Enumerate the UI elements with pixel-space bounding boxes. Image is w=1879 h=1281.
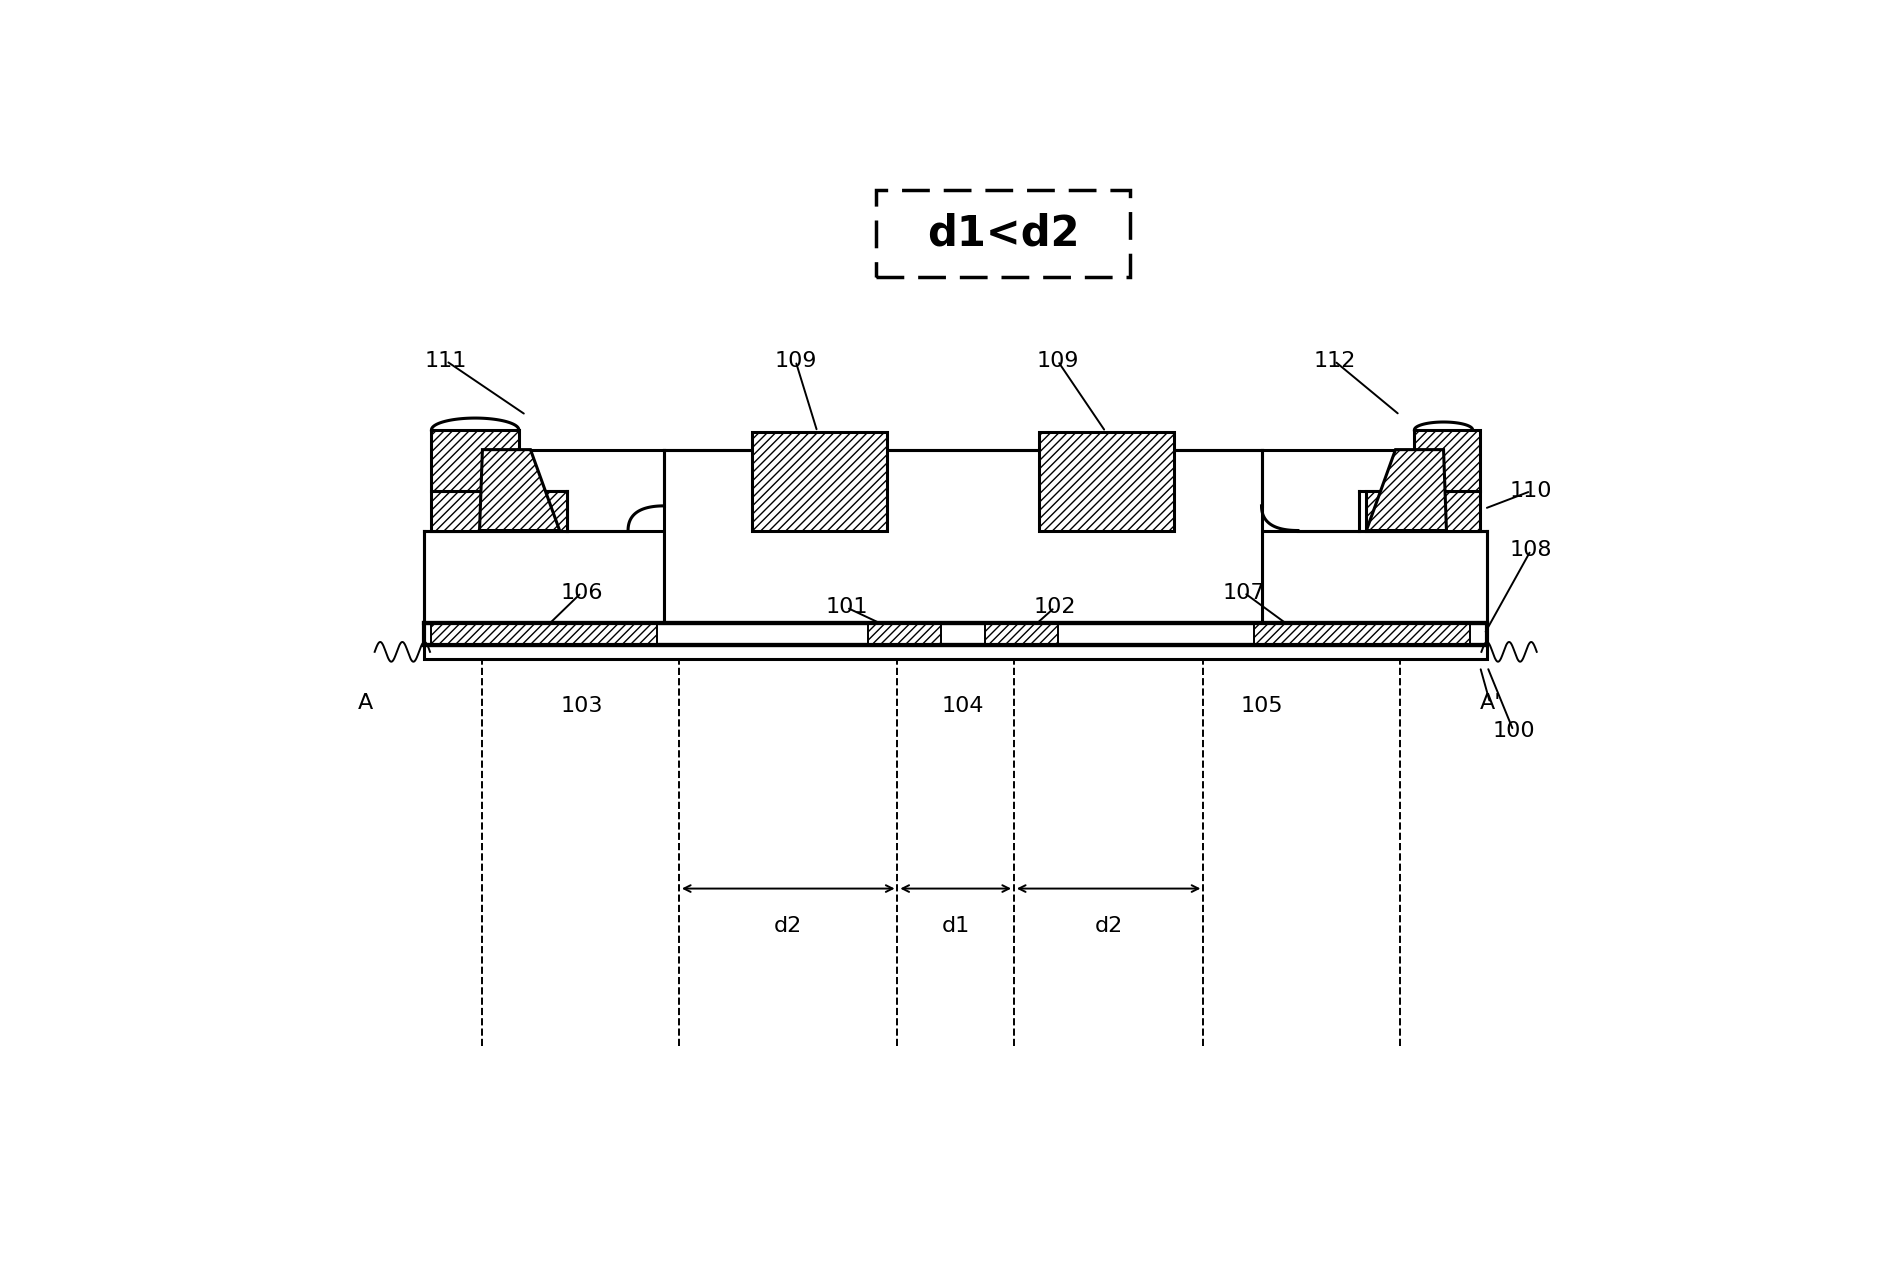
- Bar: [1255, 624, 1469, 644]
- Text: 106: 106: [560, 583, 603, 602]
- Bar: [425, 530, 665, 624]
- Bar: [432, 430, 519, 491]
- Text: A': A': [1479, 693, 1501, 714]
- Text: 100: 100: [1492, 721, 1535, 740]
- Text: 108: 108: [1509, 541, 1552, 560]
- Bar: [432, 491, 567, 530]
- Text: d2: d2: [774, 916, 802, 936]
- Bar: [868, 624, 941, 644]
- Text: 102: 102: [1033, 597, 1077, 617]
- Polygon shape: [1366, 450, 1447, 530]
- Bar: [665, 450, 1261, 624]
- Bar: [425, 624, 1488, 644]
- Text: 109: 109: [774, 351, 817, 371]
- Text: 103: 103: [560, 696, 603, 716]
- Text: d2: d2: [1094, 916, 1124, 936]
- Text: 101: 101: [825, 597, 868, 617]
- Text: 109: 109: [1037, 351, 1079, 371]
- Bar: [425, 644, 1488, 658]
- Bar: [1415, 430, 1481, 491]
- Bar: [1366, 491, 1481, 530]
- Text: 111: 111: [425, 351, 468, 371]
- Text: d1: d1: [941, 916, 970, 936]
- Bar: [752, 432, 887, 530]
- Text: 104: 104: [941, 696, 985, 716]
- Bar: [432, 624, 658, 644]
- Text: 107: 107: [1223, 583, 1265, 602]
- FancyBboxPatch shape: [876, 190, 1131, 277]
- Bar: [1261, 530, 1488, 624]
- Bar: [985, 624, 1058, 644]
- Text: 110: 110: [1509, 482, 1552, 501]
- Polygon shape: [479, 450, 560, 530]
- Text: 105: 105: [1240, 696, 1283, 716]
- Text: A: A: [359, 693, 374, 714]
- Text: 112: 112: [1313, 351, 1355, 371]
- Bar: [1039, 432, 1174, 530]
- Text: d1<d2: d1<d2: [926, 213, 1079, 255]
